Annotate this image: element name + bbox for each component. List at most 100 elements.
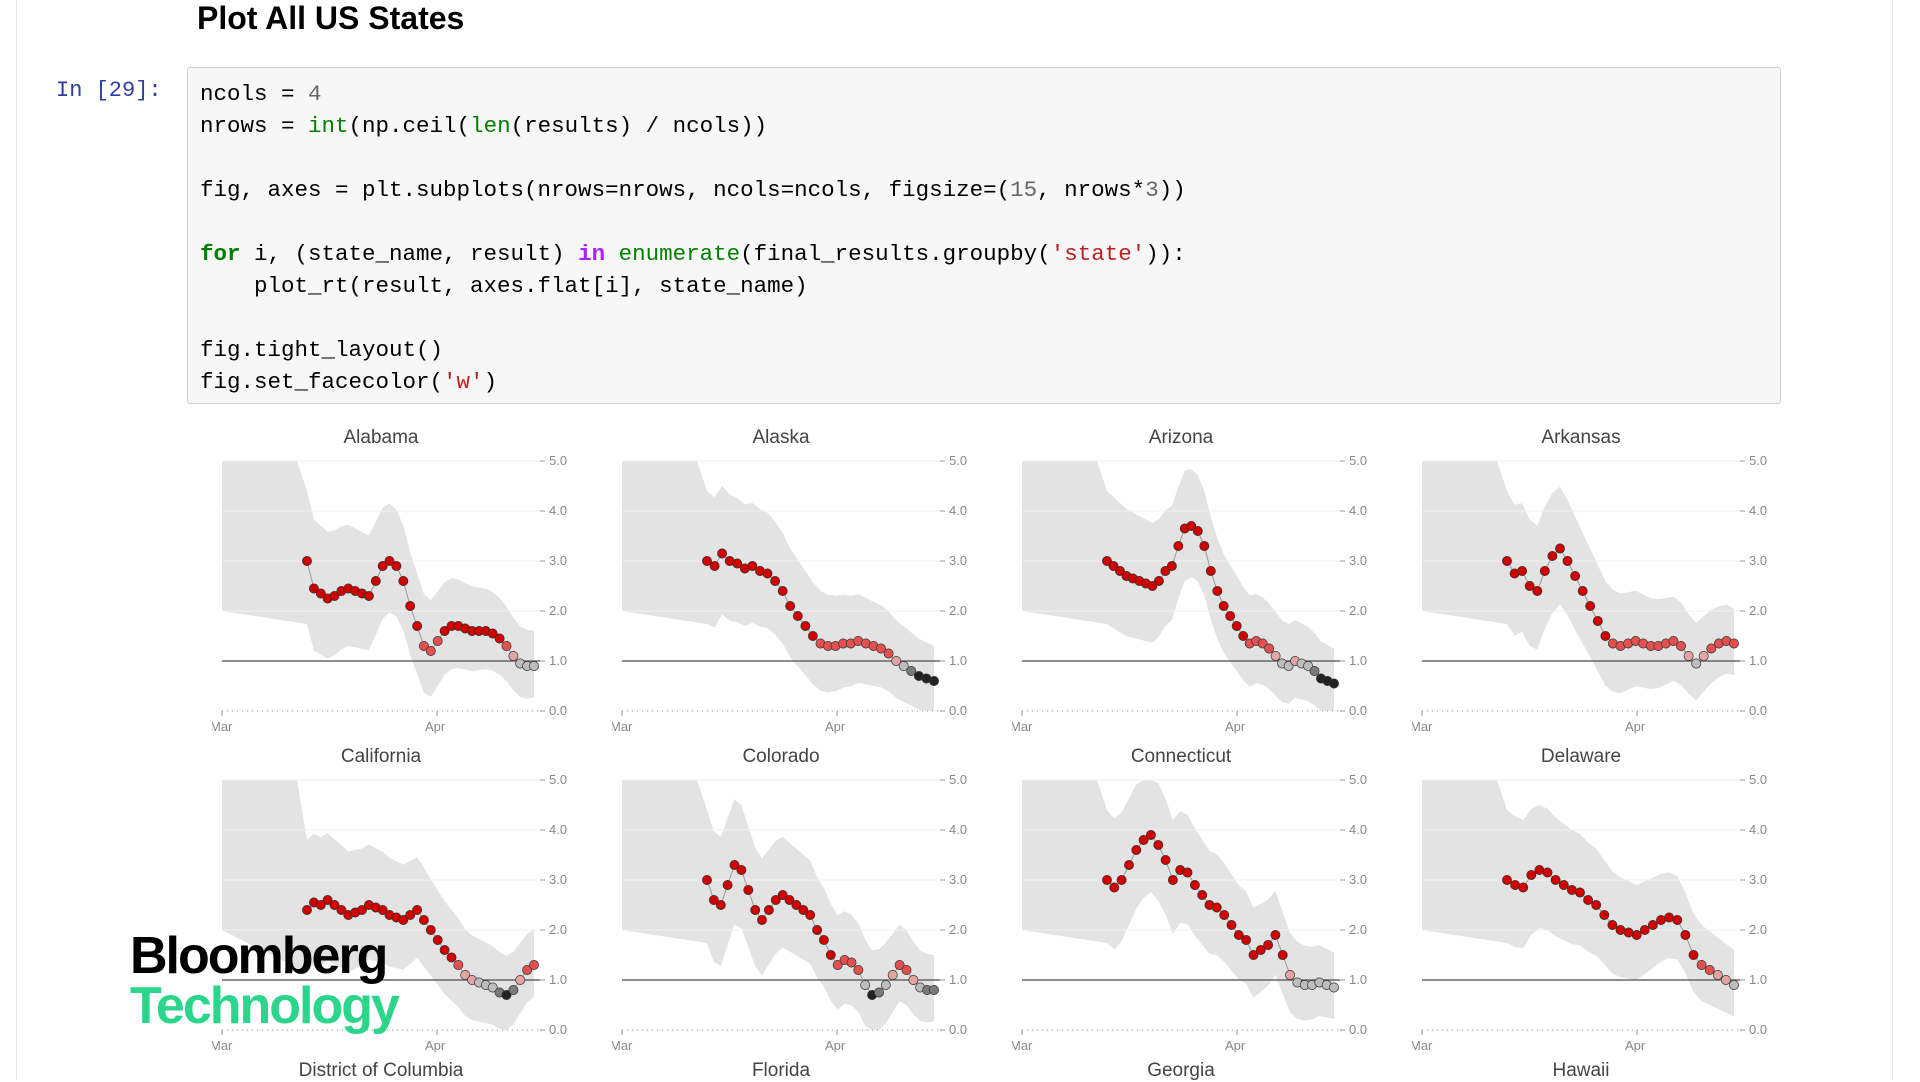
rt-point — [1676, 641, 1686, 651]
rt-point — [1691, 658, 1702, 669]
code-token: for — [200, 241, 241, 267]
rt-point — [1212, 586, 1223, 596]
code-token: 3 — [1145, 177, 1159, 203]
subplot-title: Connecticut — [1131, 746, 1232, 767]
rt-point — [1233, 930, 1244, 940]
x-tick-label: Mar — [212, 1038, 233, 1053]
rt-point — [1160, 855, 1171, 865]
x-tick-label: Apr — [1225, 1038, 1246, 1053]
subplot-title: Colorado — [742, 746, 819, 767]
rt-point — [1706, 643, 1717, 654]
notebook-border-right — [1892, 0, 1893, 1080]
rt-point — [785, 601, 796, 611]
subplot-title: Georgia — [1147, 1060, 1215, 1081]
y-tick-label: 5.0 — [949, 772, 967, 787]
rt-point — [825, 950, 836, 960]
rt-point — [1698, 651, 1709, 661]
code-token: len — [470, 113, 511, 139]
rt-point — [1600, 631, 1611, 641]
rt-point — [508, 651, 519, 661]
x-tick-label: Mar — [1012, 719, 1033, 734]
rt-point — [1502, 875, 1512, 885]
rt-point — [1248, 950, 1259, 960]
y-tick-label: 4.0 — [549, 822, 567, 837]
rt-point — [1167, 875, 1178, 885]
rt-point — [729, 860, 740, 870]
code-token: 'state' — [1050, 241, 1146, 267]
x-tick-label: Apr — [825, 719, 846, 734]
rt-point — [425, 925, 436, 935]
rt-point — [1575, 887, 1585, 898]
code-line: fig, axes = plt.subplots(nrows=nrows, nc… — [200, 175, 1186, 205]
rt-point — [898, 661, 909, 671]
rt-point — [1539, 566, 1550, 576]
y-tick-label: 5.0 — [549, 772, 567, 787]
rt-point — [1680, 930, 1691, 940]
confidence-band — [622, 461, 934, 711]
rt-point — [1147, 581, 1158, 591]
rt-point — [1108, 561, 1119, 571]
y-tick-label: 5.0 — [1749, 453, 1767, 468]
y-tick-label: 1.0 — [1749, 653, 1767, 668]
rt-point — [302, 905, 312, 915]
y-tick-label: 2.0 — [949, 603, 967, 618]
rt-point — [1131, 845, 1142, 855]
rt-point — [412, 621, 423, 631]
rt-point — [1631, 930, 1642, 940]
rt-point — [1255, 945, 1266, 955]
rt-point — [363, 591, 374, 601]
rt-point — [770, 576, 781, 586]
rt-point — [439, 626, 450, 636]
rt-point — [1124, 860, 1134, 870]
rt-point — [743, 885, 754, 895]
y-tick-label: 1.0 — [1749, 972, 1767, 987]
rt-subplot: 5.0 4.0 3.0 2.0 1.0 0.0 Mar Apr California — [212, 746, 567, 1053]
rt-point — [1517, 566, 1528, 576]
rt-point — [1591, 900, 1602, 910]
rt-point — [791, 900, 802, 910]
rt-point — [1555, 543, 1565, 554]
rt-point — [1607, 920, 1618, 930]
rt-point — [1160, 566, 1171, 576]
rt-point — [1562, 556, 1573, 566]
rt-point — [1526, 870, 1537, 880]
rt-point — [1668, 636, 1679, 646]
rt-point — [1558, 880, 1569, 890]
code-token: int — [308, 113, 349, 139]
subplot-title: Arkansas — [1541, 427, 1620, 448]
rt-point — [1547, 551, 1558, 561]
rt-point — [1518, 882, 1529, 893]
rt-point — [432, 636, 443, 646]
subplot-title: California — [341, 746, 422, 767]
rt-point — [1115, 566, 1125, 576]
rt-point — [1241, 935, 1252, 945]
rt-point — [1329, 678, 1339, 689]
rt-point — [1173, 541, 1184, 551]
rt-point — [1218, 601, 1229, 611]
rt-point — [1704, 965, 1715, 975]
rt-point — [1116, 875, 1127, 885]
rt-subplot: 5.0 4.0 3.0 2.0 1.0 0.0 Mar Apr Colorado — [612, 746, 967, 1053]
confidence-band — [1022, 780, 1334, 1021]
code-line: plot_rt(result, axes.flat[i], state_name… — [200, 271, 808, 301]
rt-point — [1264, 643, 1275, 654]
code-cell[interactable]: ncols = 4 nrows = int(np.ceil(len(results… — [187, 67, 1781, 404]
rt-point — [336, 905, 347, 915]
x-tick-label: Mar — [1412, 1038, 1433, 1053]
subplot-title: Alabama — [344, 427, 419, 448]
rt-line — [706, 864, 934, 996]
code-token: ncols = — [200, 81, 309, 107]
y-tick-label: 3.0 — [1349, 872, 1367, 887]
rt-point — [736, 865, 747, 875]
confidence-band — [1422, 780, 1734, 1017]
y-tick-label: 4.0 — [1349, 503, 1367, 518]
rt-point — [757, 915, 767, 925]
y-tick-label: 5.0 — [1349, 453, 1367, 468]
confidence-band — [1022, 461, 1334, 711]
y-tick-label: 1.0 — [549, 653, 567, 668]
cell-prompt: In [29]: — [56, 78, 162, 103]
y-tick-label: 3.0 — [949, 872, 967, 887]
code-token: i, (state_name, result) — [240, 241, 579, 267]
rt-point — [370, 576, 381, 586]
x-tick-label: Mar — [612, 719, 633, 734]
